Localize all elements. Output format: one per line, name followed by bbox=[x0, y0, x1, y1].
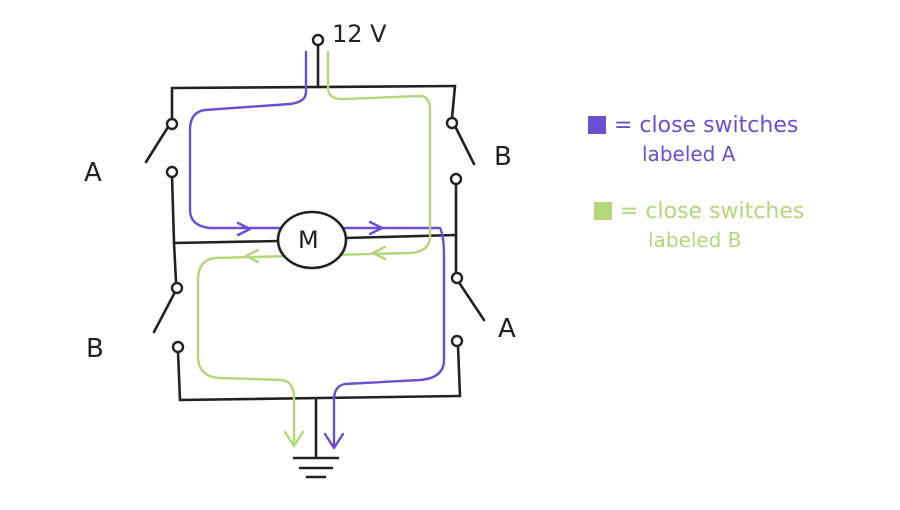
terminal-top-left-1 bbox=[165, 117, 179, 131]
terminal-bottom-left-2 bbox=[171, 340, 185, 354]
top-rail bbox=[170, 84, 457, 90]
path-b-arrow-down bbox=[283, 430, 305, 448]
legend-swatch-a bbox=[588, 116, 606, 134]
legend-text-b: labeled B bbox=[648, 227, 742, 252]
supply-voltage-label: 12 V bbox=[332, 20, 387, 48]
terminal-bottom-right-1 bbox=[450, 271, 464, 285]
switch-arm-top-left bbox=[144, 125, 170, 164]
middle-rail-right bbox=[343, 233, 458, 240]
legend-eq-b: = close switches bbox=[620, 199, 805, 224]
legend-entry-a: = close switches labeled A bbox=[588, 112, 798, 167]
legend-eq-a: = close switches bbox=[614, 113, 799, 138]
switch-arm-top-right bbox=[454, 126, 476, 166]
supply-terminal bbox=[311, 33, 325, 47]
path-a-arrow-2 bbox=[368, 220, 384, 236]
terminal-bottom-left-1 bbox=[170, 281, 184, 295]
path-b-arrow-1 bbox=[244, 248, 260, 264]
terminal-top-right-2 bbox=[449, 172, 463, 186]
bottom-rail bbox=[178, 394, 462, 402]
switch-arm-bottom-right bbox=[458, 282, 486, 322]
terminal-top-right-1 bbox=[445, 116, 459, 130]
circuit-wires bbox=[144, 44, 486, 479]
wire-top-right-upper bbox=[450, 84, 457, 120]
legend-swatch-b bbox=[594, 202, 612, 220]
switch-arm-bottom-left bbox=[152, 292, 176, 334]
wire-bottom-right-lower bbox=[456, 344, 462, 398]
terminal-top-left-2 bbox=[165, 165, 179, 179]
path-b-arrow-2 bbox=[371, 245, 387, 261]
middle-rail-left bbox=[172, 239, 282, 245]
switch-terminals bbox=[165, 33, 464, 354]
motor-label: M bbox=[298, 226, 319, 254]
legend-entry-b: = close switches labeled B bbox=[594, 198, 804, 253]
switch-label-top-left: A bbox=[84, 158, 102, 188]
switch-label-top-right: B bbox=[494, 142, 512, 172]
switch-label-bottom-left: B bbox=[86, 334, 104, 364]
terminal-bottom-right-2 bbox=[450, 334, 464, 348]
path-a-arrow-1 bbox=[236, 221, 252, 237]
legend-text-a: labeled A bbox=[642, 141, 736, 166]
switch-label-bottom-right: A bbox=[498, 314, 516, 344]
wire-top-left-lower bbox=[170, 174, 176, 244]
wire-bottom-left-lower bbox=[176, 350, 182, 402]
motor-circle bbox=[276, 210, 348, 270]
wire-bottom-left-upper bbox=[172, 241, 178, 284]
path-a-arrow-down bbox=[323, 432, 345, 450]
